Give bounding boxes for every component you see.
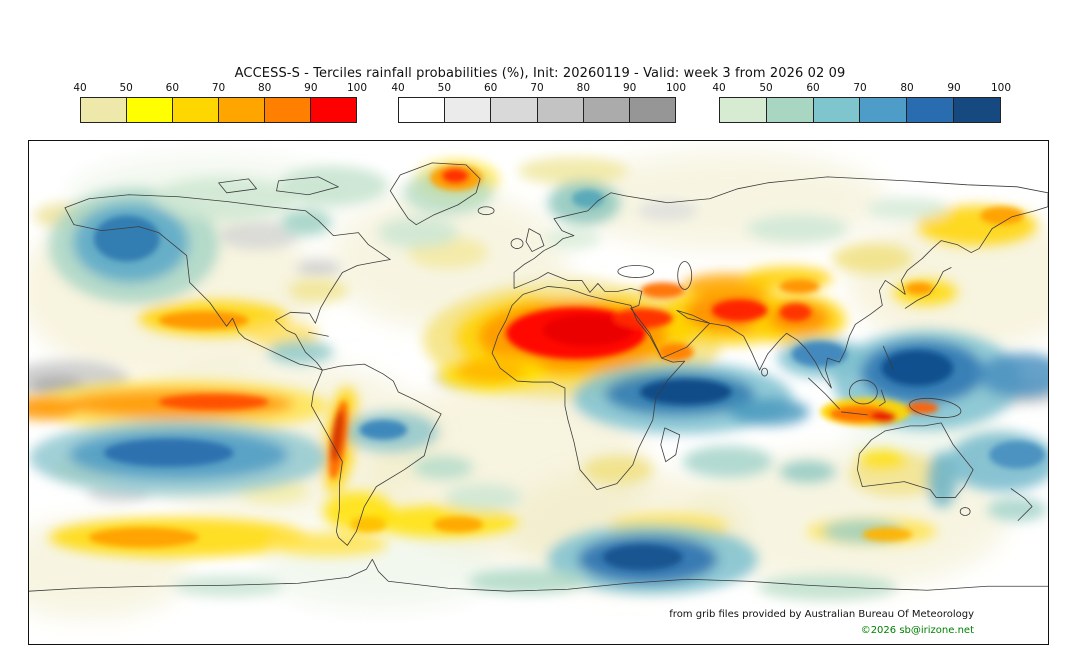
coast-australia — [856, 422, 974, 498]
coast-java — [841, 411, 868, 416]
legend-color-segment — [219, 98, 265, 122]
legend-color-segment — [860, 98, 908, 122]
legend-dry-scale: 40 50 60 70 80 90 100 — [73, 82, 367, 128]
legend-color-segment — [399, 98, 446, 122]
legend-tick-label: 50 — [759, 82, 773, 94]
legend-tick-label: 60 — [806, 82, 820, 94]
legend-tick-label: 80 — [576, 82, 591, 94]
map-frame: from grib files provided by Australian B… — [28, 140, 1049, 645]
legend-color-bar — [719, 97, 1001, 123]
attribution-source: from grib files provided by Australian B… — [669, 609, 974, 620]
legend-color-segment — [907, 98, 955, 122]
legend-tick-label: 50 — [437, 82, 452, 94]
coast-britain — [525, 228, 545, 252]
coast-iceland — [477, 206, 495, 216]
coast-philippines — [882, 345, 894, 371]
legend-tick-label: 40 — [391, 82, 405, 94]
legend-tick-label: 100 — [665, 82, 687, 94]
legend-tick-row: 40 50 60 70 80 90 100 — [73, 82, 367, 97]
world-map — [29, 141, 1048, 644]
coast-antarctica — [29, 558, 1048, 592]
legend-color-segment — [629, 98, 676, 122]
page-title: ACCESS-S - Terciles rainfall probabiliti… — [234, 66, 846, 81]
legend-color-segment — [173, 98, 219, 122]
coast-japan — [904, 267, 952, 309]
legend-tick-label: 60 — [483, 82, 498, 94]
legend-color-segment — [537, 98, 584, 122]
coast-sulawesi — [878, 389, 886, 407]
legend-tick-label: 50 — [119, 82, 133, 94]
coast-cuba — [308, 331, 329, 337]
coast-new-zealand — [1010, 488, 1033, 521]
coast-black-sea — [617, 265, 655, 278]
coast-new-guinea — [909, 397, 962, 418]
legend-tick-row: 40 50 60 70 80 90 100 — [712, 82, 1011, 97]
legend-tick-row: 40 50 60 70 80 90 100 — [391, 82, 686, 97]
legend-color-bar — [80, 97, 357, 123]
coast-sri-lanka — [761, 367, 768, 377]
coast-sumatra — [808, 377, 840, 410]
legend-tick-label: 70 — [211, 82, 226, 94]
legend-color-segment — [720, 98, 767, 122]
legend-color-segment — [583, 98, 630, 122]
legend-tick-label: 90 — [304, 82, 318, 94]
legend-tick-label: 40 — [73, 82, 87, 94]
legend-tick-label: 70 — [530, 82, 544, 94]
coast-eurasia — [513, 176, 1048, 389]
coast-madagascar — [660, 427, 681, 463]
legend-color-segment — [81, 98, 127, 122]
legend-tick-label: 60 — [165, 82, 180, 94]
coast-greenland — [389, 162, 481, 226]
legend-wet-scale: 40 50 60 70 80 90 100 — [712, 82, 1011, 128]
map-anomaly-cores — [88, 164, 1046, 571]
coastlines — [29, 162, 1048, 592]
legend-tick-label: 80 — [900, 82, 914, 94]
legend-tick-label: 90 — [622, 82, 637, 94]
legend-tick-label: 100 — [346, 82, 368, 94]
legend-color-segment — [491, 98, 538, 122]
coast-caspian-sea — [677, 261, 693, 290]
legend-tick-label: 40 — [712, 82, 726, 94]
legend-color-bar — [398, 97, 676, 123]
coast-north-america — [64, 194, 391, 371]
legend-color-segment — [311, 98, 356, 122]
coast-ireland — [510, 238, 524, 249]
coast-arctic-islands — [218, 176, 339, 196]
legend-tick-label: 90 — [947, 82, 961, 94]
coast-tasmania — [959, 507, 971, 516]
legend-color-segment — [813, 98, 861, 122]
legend-tick-label: 100 — [990, 82, 1012, 94]
coast-borneo — [848, 379, 878, 405]
legend-color-segment — [445, 98, 492, 122]
legend-color-segment — [127, 98, 173, 122]
legend-tick-label: 70 — [853, 82, 867, 94]
attribution-copyright: ©2026 sb@irizone.net — [860, 625, 974, 636]
legend-color-segment — [265, 98, 311, 122]
legend-tick-label: 80 — [257, 82, 272, 94]
legend-neutral-scale: 40 50 60 70 80 90 100 — [391, 82, 686, 128]
legend-color-segment — [954, 98, 1000, 122]
legend-color-segment — [766, 98, 814, 122]
coast-south-america — [311, 363, 442, 546]
